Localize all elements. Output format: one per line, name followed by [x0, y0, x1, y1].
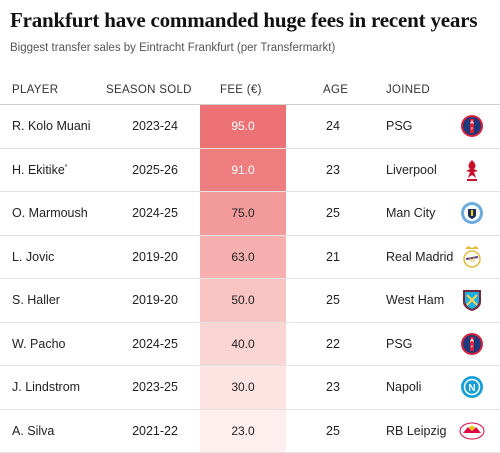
svg-text:P: P: [471, 344, 474, 349]
season-cell: 2021-22: [120, 410, 190, 453]
table-row: J. Lindstrom 2023-25 30.0 23 Napoli N: [0, 366, 500, 410]
fee-cell: 50.0: [200, 279, 286, 322]
column-header-age: AGE: [323, 84, 348, 96]
page-title: Frankfurt have commanded huge fees in re…: [10, 8, 477, 33]
napoli-crest-icon: N: [458, 366, 486, 409]
age-cell: 22: [318, 323, 348, 366]
column-header-fee: FEE (€): [220, 84, 262, 96]
svg-text:N: N: [468, 383, 475, 394]
joined-club-cell: RB Leipzig: [386, 410, 446, 453]
table-row: S. Haller 2019-20 50.0 25 West Ham: [0, 279, 500, 323]
fee-cell: 75.0: [200, 192, 286, 235]
psg-crest-icon: P: [458, 323, 486, 366]
season-cell: 2025-26: [120, 149, 190, 192]
player-name-cell: O. Marmoush: [12, 192, 88, 235]
rb-leipzig-crest-icon: [458, 410, 486, 453]
man-city-crest-icon: [458, 192, 486, 235]
season-cell: 2024-25: [120, 192, 190, 235]
joined-club-cell: Liverpool: [386, 149, 437, 192]
table-row: H. Ekitike* 2025-26 91.0 23 Liverpool: [0, 149, 500, 193]
table-body: R. Kolo Muani 2023-24 95.0 24 PSG P H. E…: [0, 105, 500, 453]
table-row: L. Jovic 2019-20 63.0 21 Real Madrid M: [0, 236, 500, 280]
season-cell: 2019-20: [120, 279, 190, 322]
table-row: R. Kolo Muani 2023-24 95.0 24 PSG P: [0, 105, 500, 149]
joined-club-cell: PSG: [386, 105, 412, 148]
fee-cell: 40.0: [200, 323, 286, 366]
table-row: W. Pacho 2024-25 40.0 22 PSG P: [0, 323, 500, 367]
table-row: A. Silva 2021-22 23.0 25 RB Leipzig: [0, 410, 500, 453]
season-cell: 2019-20: [120, 236, 190, 279]
joined-club-cell: PSG: [386, 323, 412, 366]
player-name-cell: R. Kolo Muani: [12, 105, 91, 148]
joined-club-cell: Man City: [386, 192, 435, 235]
age-cell: 24: [318, 105, 348, 148]
player-name-cell: W. Pacho: [12, 323, 66, 366]
season-cell: 2023-25: [120, 366, 190, 409]
joined-club-cell: Real Madrid: [386, 236, 453, 279]
psg-crest-icon: P: [458, 105, 486, 148]
fee-cell: 95.0: [200, 105, 286, 148]
fee-cell: 23.0: [200, 410, 286, 453]
age-cell: 25: [318, 279, 348, 322]
table-header: PLAYER SEASON SOLD FEE (€) AGE JOINED: [0, 78, 500, 104]
column-header-player: PLAYER: [12, 84, 58, 96]
fee-cell: 30.0: [200, 366, 286, 409]
player-name-cell: H. Ekitike*: [12, 149, 68, 192]
age-cell: 25: [318, 410, 348, 453]
age-cell: 25: [318, 192, 348, 235]
column-header-season: SEASON SOLD: [106, 84, 192, 96]
player-name-cell: J. Lindstrom: [12, 366, 80, 409]
fee-cell: 63.0: [200, 236, 286, 279]
west-ham-crest-icon: [458, 279, 486, 322]
joined-club-cell: Napoli: [386, 366, 421, 409]
player-name-cell: L. Jovic: [12, 236, 54, 279]
graphic-container: Frankfurt have commanded huge fees in re…: [0, 0, 500, 440]
age-cell: 21: [318, 236, 348, 279]
real-madrid-crest-icon: M: [458, 236, 486, 279]
fee-cell: 91.0: [200, 149, 286, 192]
age-cell: 23: [318, 366, 348, 409]
svg-text:M: M: [469, 256, 476, 264]
player-name-cell: A. Silva: [12, 410, 54, 453]
liverpool-crest-icon: [458, 149, 486, 192]
player-name-cell: S. Haller: [12, 279, 60, 322]
svg-text:P: P: [471, 126, 474, 131]
age-cell: 23: [318, 149, 348, 192]
joined-club-cell: West Ham: [386, 279, 444, 322]
season-cell: 2023-24: [120, 105, 190, 148]
table-row: O. Marmoush 2024-25 75.0 25 Man City: [0, 192, 500, 236]
season-cell: 2024-25: [120, 323, 190, 366]
page-subtitle: Biggest transfer sales by Eintracht Fran…: [10, 42, 335, 54]
column-header-joined: JOINED: [386, 84, 430, 96]
